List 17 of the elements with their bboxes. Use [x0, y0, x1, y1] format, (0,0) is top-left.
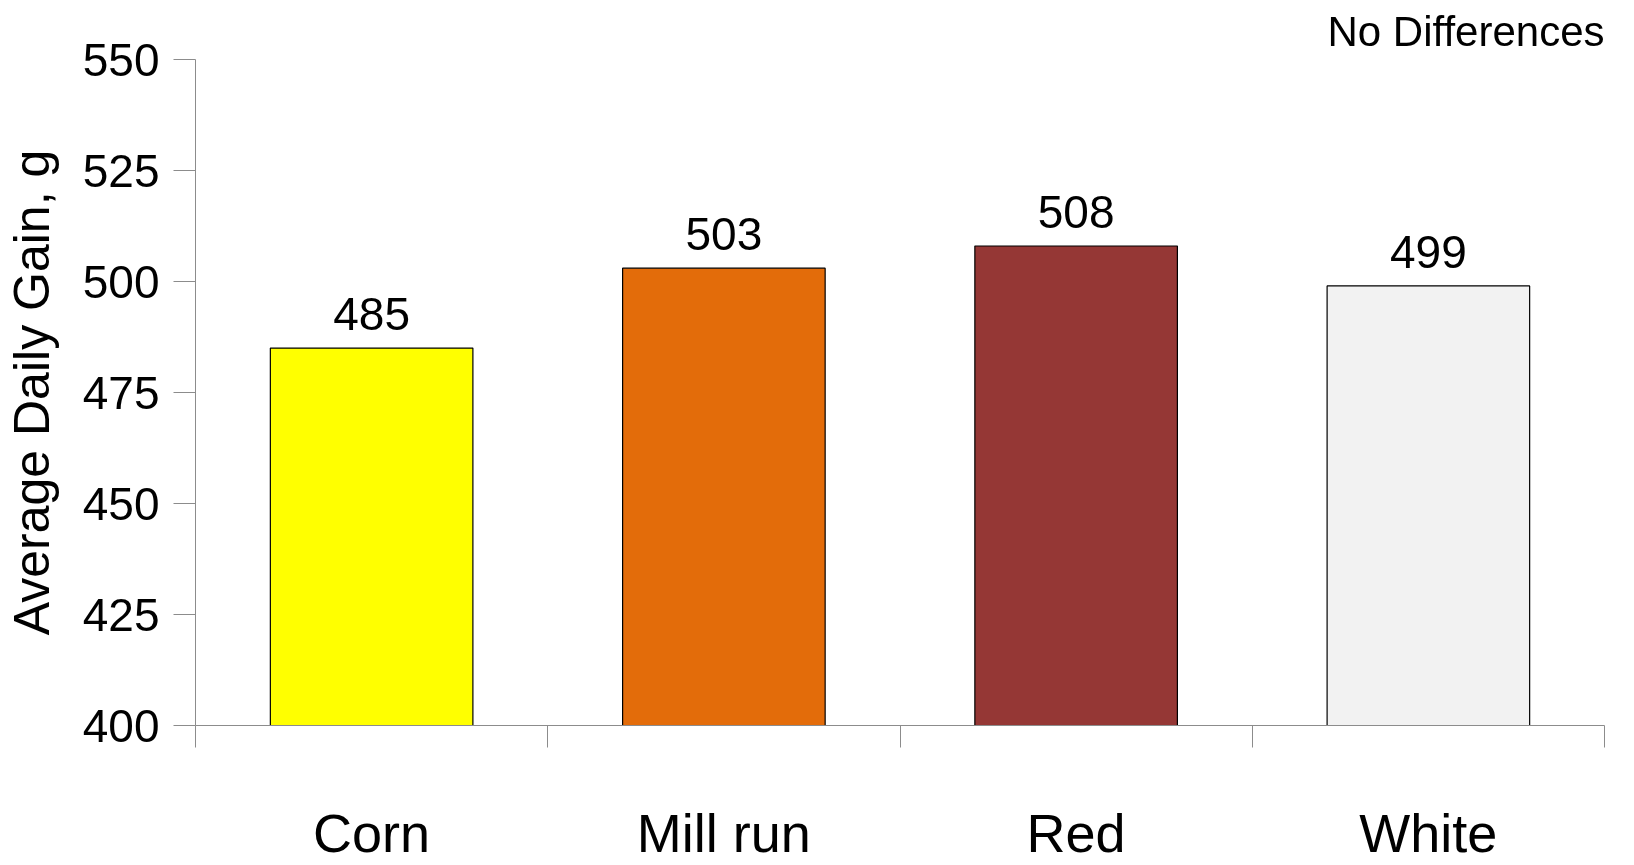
x-tick-label: Corn — [313, 802, 431, 863]
data-label: 503 — [685, 208, 763, 261]
y-tick-label: 400 — [82, 699, 160, 752]
y-tick-label: 550 — [82, 33, 160, 86]
y-tick-label: 500 — [82, 255, 160, 308]
y-tick-label: 425 — [82, 588, 160, 641]
y-axis-title: Average Daily Gain, g — [3, 149, 60, 636]
x-tick-label: Mill run — [636, 802, 811, 863]
data-label: 485 — [333, 288, 410, 341]
text: No Differences — [1327, 7, 1605, 55]
x-tick-label: White — [1359, 802, 1498, 863]
x-tick-label: Red — [1026, 802, 1126, 863]
data-label: 499 — [1390, 225, 1467, 278]
y-tick-label: 525 — [82, 144, 160, 197]
data-label: 508 — [1037, 185, 1115, 238]
y-tick-label: 475 — [82, 366, 160, 419]
y-tick-label: 450 — [82, 477, 160, 530]
